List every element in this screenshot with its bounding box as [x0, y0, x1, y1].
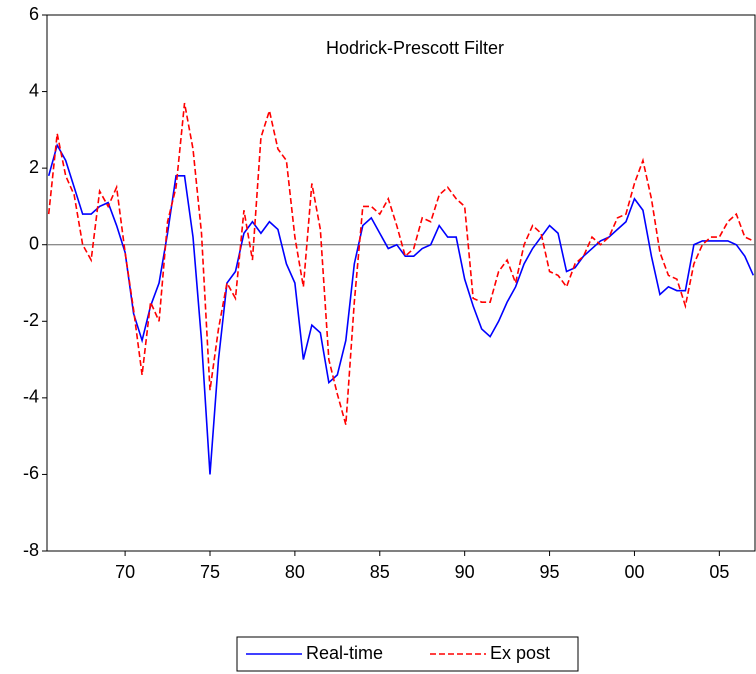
x-tick-label: 85: [370, 562, 390, 582]
series-line: [47, 102, 754, 425]
x-tick-label: 90: [455, 562, 475, 582]
series-line: [47, 143, 755, 475]
x-tick-label: 05: [709, 562, 729, 582]
y-tick-label: -4: [23, 387, 39, 407]
x-tick-label: 80: [285, 562, 305, 582]
legend-label: Ex post: [490, 643, 550, 663]
y-tick-label: -6: [23, 463, 39, 483]
y-tick-label: -8: [23, 540, 39, 560]
chart-title: Hodrick-Prescott Filter: [326, 38, 504, 58]
x-tick-label: 70: [115, 562, 135, 582]
plot-frame: [46, 14, 756, 552]
y-tick-label: -2: [23, 310, 39, 330]
x-tick-label: 95: [540, 562, 560, 582]
y-tick-label: 2: [29, 157, 39, 177]
y-tick-label: 0: [29, 233, 39, 253]
y-tick-label: 6: [29, 4, 39, 24]
x-tick-label: 75: [200, 562, 220, 582]
x-tick-label: 00: [624, 562, 644, 582]
legend-label: Real-time: [306, 643, 383, 663]
y-tick-label: 4: [29, 80, 39, 100]
